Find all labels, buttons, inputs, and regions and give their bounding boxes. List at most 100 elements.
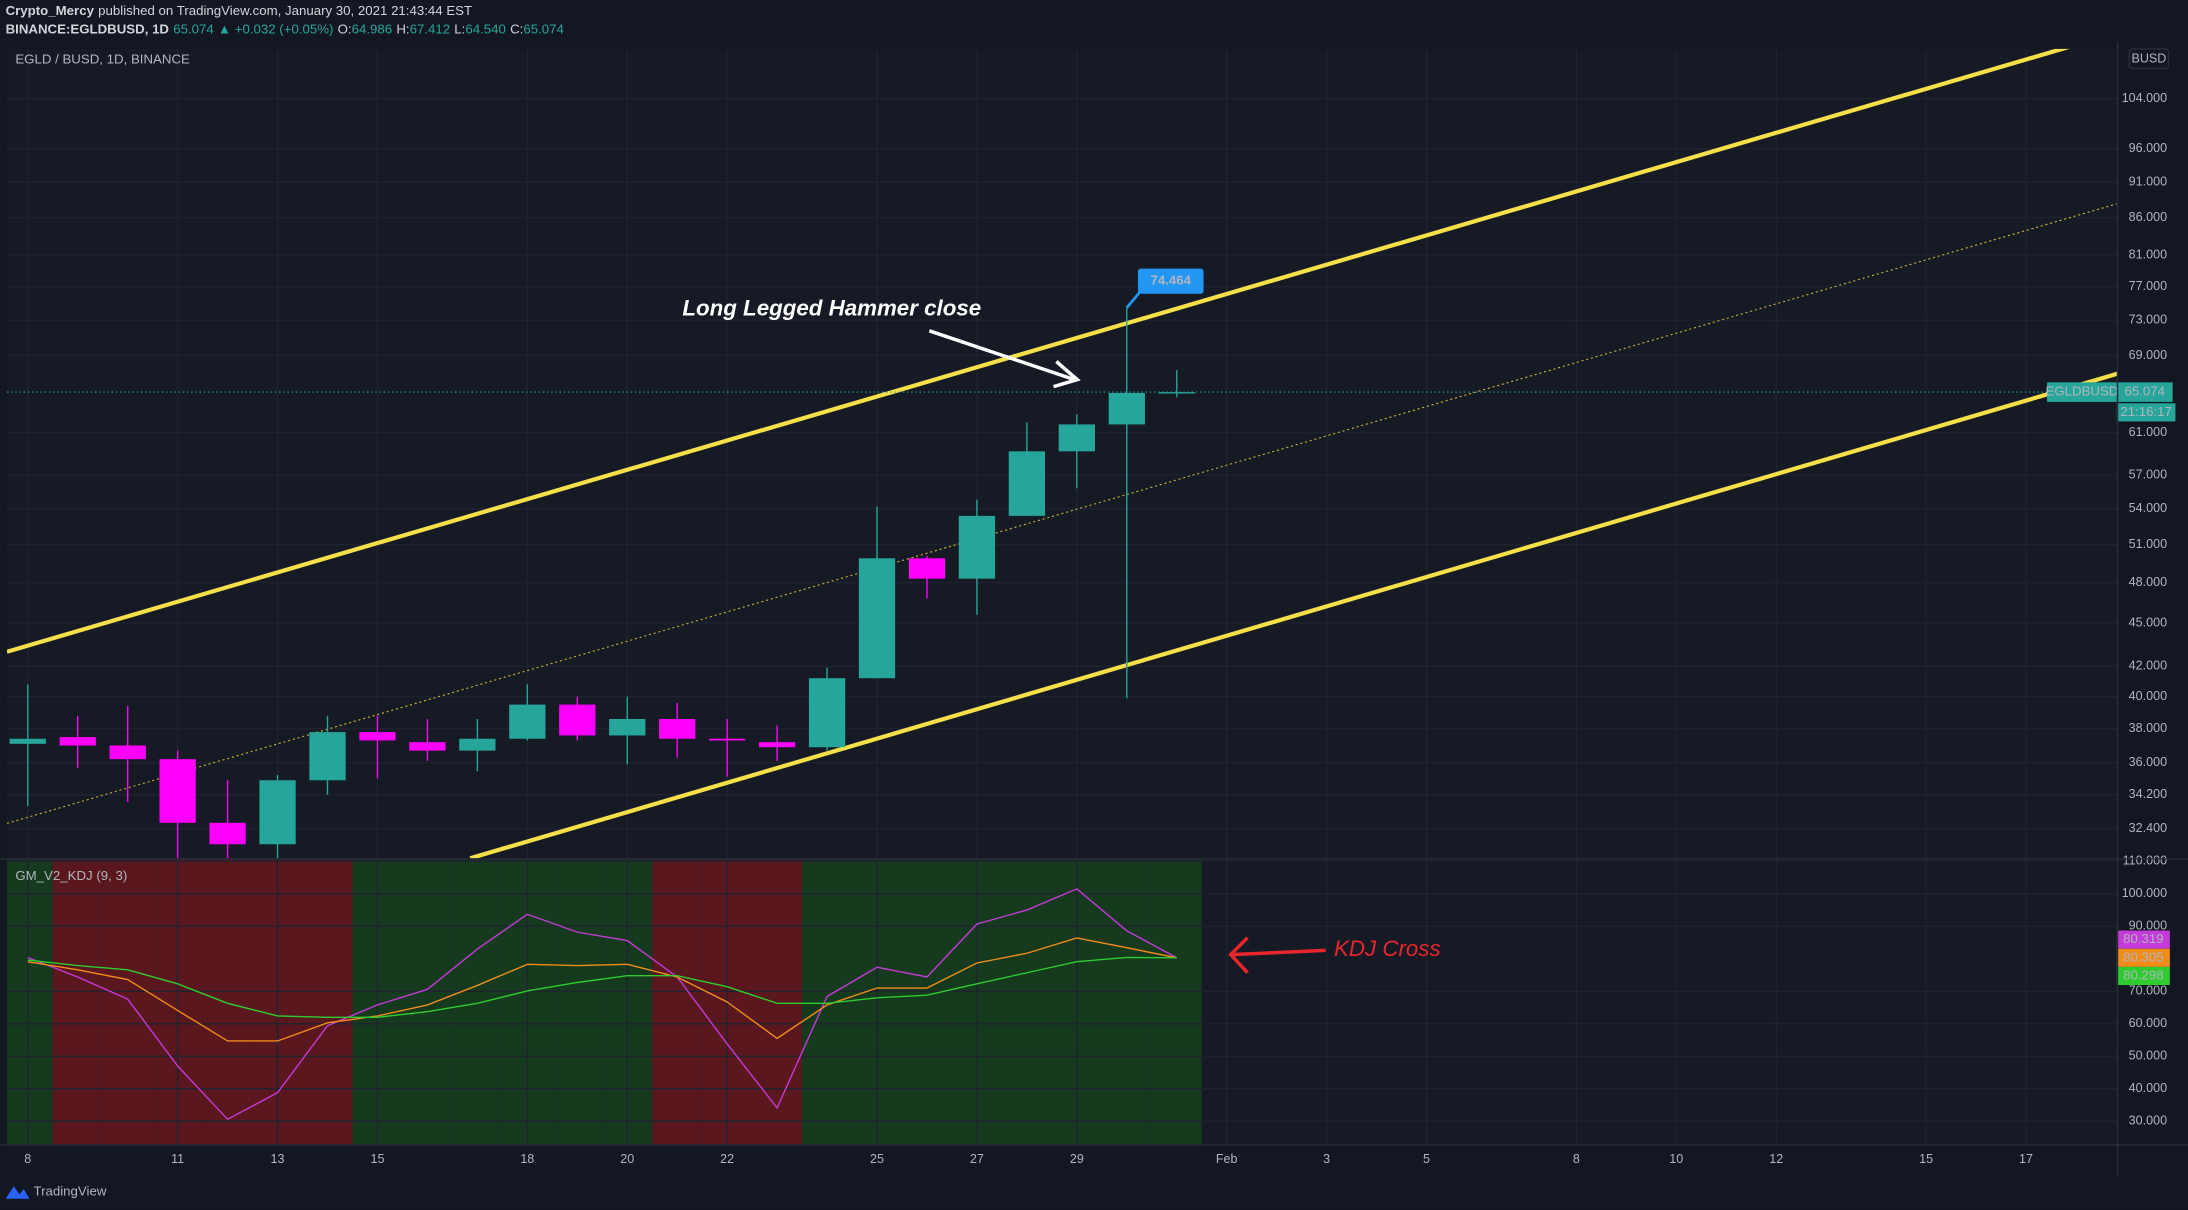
brand-logo — [5, 1186, 30, 1199]
zone — [6, 859, 53, 1145]
zone — [901, 859, 952, 1145]
x-tick-label: 17 — [2019, 1152, 2033, 1166]
symbol: BINANCE:EGLDBUSD, 1D — [6, 21, 170, 36]
high-callout-pointer — [1125, 290, 1142, 309]
value-tag: 80.305 — [2123, 949, 2164, 964]
indicator-zones — [6, 859, 1202, 1145]
y-tick-label: 69.000 — [2129, 348, 2167, 362]
y-tick-label: 100.000 — [2122, 886, 2167, 900]
zone — [202, 859, 253, 1145]
candle-body — [509, 704, 546, 739]
candle-body — [559, 704, 596, 736]
countdown: 21:16:17 — [2120, 404, 2172, 419]
candle-body — [309, 732, 346, 781]
y-tick-label: 50.000 — [2129, 1049, 2167, 1063]
value-tag-bg — [2116, 948, 2170, 967]
candle-body — [259, 780, 296, 845]
x-tick-label: 15 — [370, 1152, 384, 1166]
indicator-title: GM_V2_KDJ (9, 3) — [15, 868, 127, 883]
candle-body — [359, 732, 396, 741]
candle-body — [459, 738, 496, 751]
candle-body — [159, 759, 196, 823]
candle-body — [908, 558, 946, 579]
candle-body — [1008, 451, 1046, 516]
zone — [1001, 859, 1052, 1145]
ohlc-key: H: — [396, 21, 409, 36]
ohlc-value: 64.986 — [352, 21, 393, 36]
ohlc-value: 64.540 — [465, 21, 506, 36]
x-tick-label: 8 — [1573, 1152, 1580, 1166]
indicator-pane — [27, 888, 1178, 1121]
y-tick-label: 57.000 — [2129, 467, 2167, 481]
symbol-tag-bg — [2047, 382, 2117, 402]
y-tick-label: 40.000 — [2129, 1081, 2167, 1095]
candle-body — [109, 745, 146, 760]
pane-title: EGLD / BUSD, 1D, BINANCE — [15, 52, 190, 67]
x-tick-label: Feb — [1216, 1152, 1238, 1166]
candle-body — [1158, 392, 1195, 394]
y-tick-label: 81.000 — [2129, 247, 2167, 261]
currency: BUSD — [2131, 52, 2166, 66]
x-tick-label: 27 — [970, 1152, 984, 1166]
high-callout-bg — [1137, 268, 1204, 294]
y-tick-label: 96.000 — [2129, 141, 2167, 155]
change: ▲ +0.032 (+0.05%) — [218, 21, 334, 36]
grid — [6, 48, 2117, 1145]
x-tick-label: 18 — [520, 1152, 534, 1166]
y-tick-label: 90.000 — [2129, 919, 2167, 933]
y-tick-label: 110.000 — [2123, 854, 2167, 868]
channel-lower — [469, 371, 2117, 859]
y-tick-label: 34.200 — [2129, 787, 2167, 801]
candle-body — [709, 738, 746, 741]
value-tag-bg — [2116, 930, 2170, 949]
candle-body — [1058, 424, 1095, 452]
axes: 8 11 13 15 18 20 22 25 27 29 Feb 3 5 8 10 12 15 17 32.400 3… — [24, 91, 2176, 1166]
y-tick-label: 32.400 — [2129, 821, 2167, 835]
annotation: Long Legged Hammer close — [682, 296, 981, 321]
annotation: KDJ Cross — [1334, 936, 1441, 961]
y-tick-label: 48.000 — [2129, 575, 2167, 589]
x-tick-label: 10 — [1669, 1152, 1683, 1166]
x-tick-label: 12 — [1769, 1152, 1783, 1166]
channel-upper — [6, 48, 2070, 654]
x-tick-label: 5 — [1423, 1152, 1430, 1166]
ohlc-value: 65.074 — [523, 21, 564, 36]
kdj-line — [27, 956, 1177, 1018]
published: published on TradingView.com, January 30… — [98, 3, 472, 18]
candle-body — [1108, 392, 1145, 425]
ohlc-key: L: — [454, 21, 465, 36]
candle-body — [609, 719, 646, 736]
y-tick-label: 73.000 — [2129, 312, 2167, 326]
symbol-tag: EGLDBUSD — [2045, 384, 2118, 399]
price-pane — [6, 307, 2117, 859]
author: Crypto_Mercy — [6, 3, 95, 18]
x-tick-label: 15 — [1919, 1152, 1933, 1166]
candle-body — [808, 678, 846, 748]
x-tick-label: 3 — [1323, 1152, 1330, 1166]
x-tick-label: 11 — [171, 1152, 184, 1166]
y-tick-label: 61.000 — [2129, 425, 2167, 439]
header-line-2: BINANCE:EGLDBUSD, 1D 65.074 ▲ +0.032 (+0.0… — [6, 21, 564, 36]
y-tick-label: 36.000 — [2129, 755, 2167, 769]
annotation-arrowhead — [1228, 936, 1249, 974]
kdj-line — [27, 937, 1177, 1042]
zone — [302, 859, 353, 1145]
annotation-arrow — [1233, 948, 1326, 957]
countdown-bg — [2116, 403, 2176, 422]
last-price-tag: 65.074 — [2124, 384, 2165, 399]
channel — [6, 48, 2117, 859]
y-tick-label: 104.000 — [2122, 91, 2167, 105]
y-tick-label: 42.000 — [2129, 658, 2167, 672]
x-tick-label: 20 — [620, 1152, 634, 1166]
header-line-1: Crypto_Mercy published on TradingView.com… — [6, 3, 473, 18]
candle-body — [9, 738, 46, 744]
zone — [1101, 859, 1152, 1145]
kdj-line — [27, 888, 1178, 1121]
zone — [402, 859, 453, 1145]
x-tick-label: 8 — [24, 1152, 31, 1166]
candle-body — [59, 737, 96, 746]
y-tick-label: 40.000 — [2129, 689, 2167, 703]
candle-body — [209, 822, 246, 845]
